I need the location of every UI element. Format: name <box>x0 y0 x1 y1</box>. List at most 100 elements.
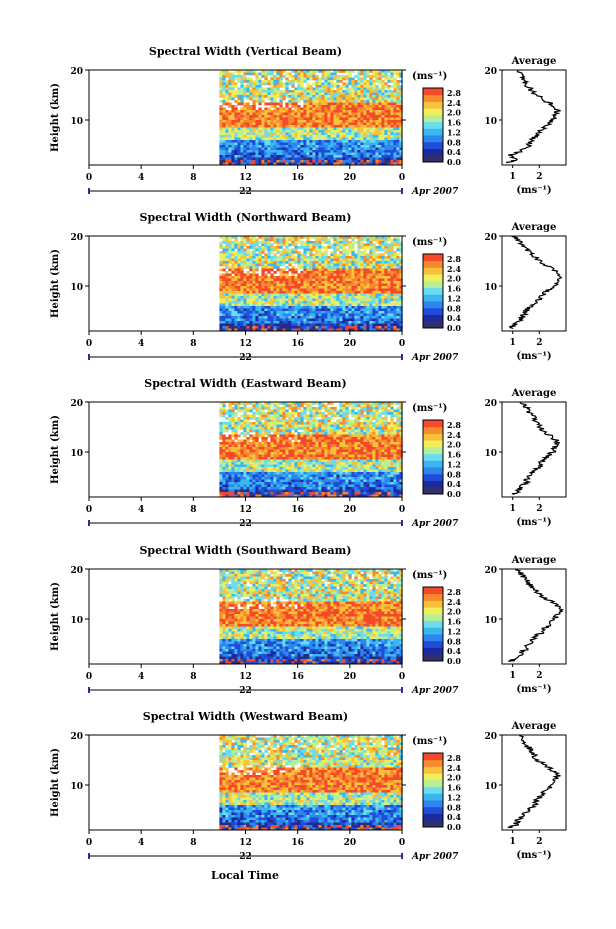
heatmap-cell <box>300 125 304 128</box>
heatmap-cell <box>282 253 286 257</box>
heatmap-cell <box>270 293 274 297</box>
heatmap-cell <box>222 328 226 332</box>
heatmap-cell <box>225 316 229 319</box>
heatmap-cell <box>267 251 271 254</box>
heatmap-cell <box>345 251 349 254</box>
heatmap-cell <box>306 140 310 143</box>
heatmap-cell <box>282 243 286 247</box>
heatmap-cell <box>378 150 382 153</box>
heatmap-cell <box>258 449 262 453</box>
heatmap-cell <box>372 155 376 158</box>
heatmap-cell <box>315 318 319 322</box>
heatmap-cell <box>342 162 346 166</box>
heatmap-cell <box>372 125 376 128</box>
heatmap-cell <box>381 157 385 161</box>
heatmap-cell <box>276 140 280 143</box>
heatmap-cell <box>234 429 238 433</box>
heatmap-cell <box>234 321 238 324</box>
heatmap-cell <box>258 278 262 282</box>
heatmap-cell <box>222 293 226 297</box>
heatmap-cell <box>222 238 226 242</box>
heatmap-cell <box>372 102 376 106</box>
heatmap-cell <box>279 308 283 312</box>
heatmap-cell <box>234 90 238 93</box>
heatmap-cell <box>222 316 226 319</box>
heatmap-cell <box>393 97 397 101</box>
heatmap-cell <box>309 112 313 116</box>
heatmap-cell <box>321 85 325 88</box>
heatmap-cell <box>312 271 316 274</box>
heatmap-cell <box>270 150 274 153</box>
heatmap-cell <box>243 120 247 123</box>
heatmap-cell <box>294 328 298 332</box>
heatmap-cell <box>288 127 292 131</box>
heatmap-cell <box>366 276 370 279</box>
heatmap-cell <box>231 283 235 287</box>
heatmap-cell <box>345 276 349 279</box>
heatmap-cell <box>228 439 232 443</box>
panel-title: Spectral Width (Vertical Beam) <box>149 45 342 58</box>
heatmap-cell <box>222 278 226 282</box>
heatmap-cell <box>342 90 346 93</box>
heatmap-cell <box>327 105 331 108</box>
heatmap-cell <box>306 288 310 292</box>
heatmap-cell <box>273 296 277 299</box>
heatmap-cell <box>381 256 385 259</box>
heatmap-cell <box>309 321 313 324</box>
heatmap-cell <box>363 95 367 98</box>
heatmap-cell <box>330 243 334 247</box>
heatmap-cell <box>336 261 340 264</box>
heatmap-cell <box>225 442 229 445</box>
heatmap-cell <box>219 308 223 312</box>
heatmap-cell <box>330 266 334 269</box>
heatmap-cell <box>270 263 274 267</box>
heatmap-cell <box>351 102 355 106</box>
heatmap-cell <box>252 467 256 470</box>
colorbar-swatch <box>423 155 443 163</box>
heatmap-cell <box>282 150 286 153</box>
heatmap-cell <box>258 326 262 329</box>
heatmap-cell <box>258 241 262 244</box>
heatmap-cell <box>339 145 343 148</box>
heatmap-cell <box>384 110 388 113</box>
heatmap-cell <box>249 313 253 317</box>
heatmap-cell <box>240 85 244 88</box>
heatmap-cell <box>219 407 223 410</box>
heatmap-cell <box>258 323 262 327</box>
heatmap-cell <box>360 261 364 264</box>
heatmap-cell <box>222 464 226 468</box>
heatmap-cell <box>369 87 373 91</box>
heatmap-cell <box>240 291 244 294</box>
heatmap-cell <box>288 145 292 148</box>
heatmap-cell <box>267 236 271 239</box>
heatmap-cell <box>249 452 253 455</box>
heatmap-cell <box>219 110 223 113</box>
heatmap-cell <box>339 326 343 329</box>
heatmap-cell <box>231 477 235 480</box>
heatmap-cell <box>372 293 376 297</box>
heatmap-cell <box>228 449 232 453</box>
heatmap-cell <box>309 263 313 267</box>
heatmap-cell <box>225 142 229 146</box>
heatmap-cell <box>246 70 250 73</box>
heatmap-cell <box>390 308 394 312</box>
heatmap-cell <box>279 115 283 118</box>
heatmap-cell <box>318 276 322 279</box>
heatmap-cell <box>360 271 364 274</box>
heatmap-cell <box>306 125 310 128</box>
heatmap-cell <box>363 243 367 247</box>
heatmap-cell <box>312 147 316 151</box>
heatmap-cell <box>282 328 286 332</box>
heatmap-cell <box>249 308 253 312</box>
heatmap-cell <box>318 130 322 133</box>
heatmap-cell <box>369 137 373 141</box>
heatmap-cell <box>243 462 247 465</box>
heatmap-cell <box>381 85 385 88</box>
heatmap-cell <box>264 306 268 309</box>
heatmap-cell <box>369 323 373 327</box>
heatmap-cell <box>360 155 364 158</box>
heatmap-cell <box>300 80 304 83</box>
heatmap-cell <box>273 276 277 279</box>
heatmap-cell <box>381 313 385 317</box>
heatmap-cell <box>342 122 346 126</box>
